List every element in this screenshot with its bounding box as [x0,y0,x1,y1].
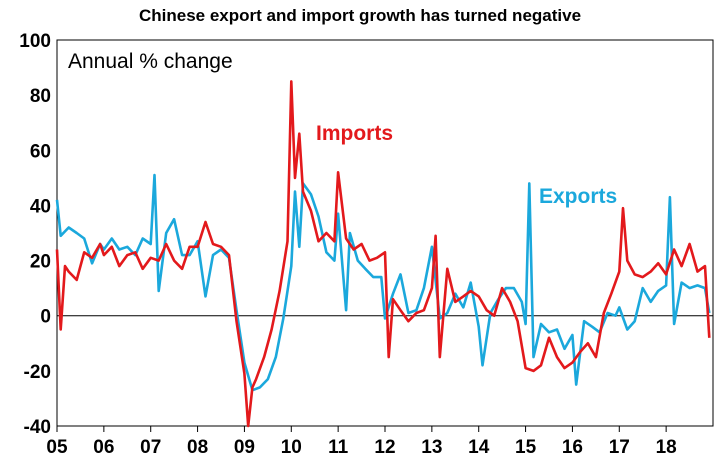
y-tick-label: 0 [40,307,51,328]
x-tick-label: 06 [93,437,114,458]
x-tick-label: 07 [140,437,161,458]
imports-series-line [55,80,711,428]
x-tick-label: 13 [421,437,442,458]
x-tick-label: 09 [234,437,255,458]
x-tick-label: 12 [374,437,395,458]
x-tick-label: 16 [562,437,583,458]
chart-title: Chinese export and import growth has tur… [138,6,582,25]
x-tick-label: 18 [656,437,677,458]
series-lines [55,80,711,428]
x-tick-label: 10 [281,437,302,458]
x-tick-label: 05 [46,437,68,458]
x-tick-label: 17 [609,437,630,458]
imports-series-label: Imports [316,122,393,145]
y-axis: -40 -20 0 20 40 60 80 100 [19,31,51,438]
unit-label: Annual % change [68,50,233,73]
exports-series-label: Exports [539,185,617,208]
x-tick-label: 14 [468,437,490,458]
y-tick-label: 100 [19,31,51,52]
x-axis: 05 06 07 08 09 10 11 12 13 14 15 16 17 18 [46,426,677,458]
y-tick-label: 40 [30,196,51,217]
x-tick-label: 08 [187,437,208,458]
y-tick-label: -40 [24,417,51,438]
y-tick-label: 20 [30,252,51,273]
y-tick-label: 60 [30,141,51,162]
x-tick-label: 11 [328,437,349,458]
exports-series-line [55,173,711,392]
x-tick-label: 15 [515,437,537,458]
y-tick-label: -20 [24,362,51,383]
y-tick-label: 80 [30,86,51,107]
